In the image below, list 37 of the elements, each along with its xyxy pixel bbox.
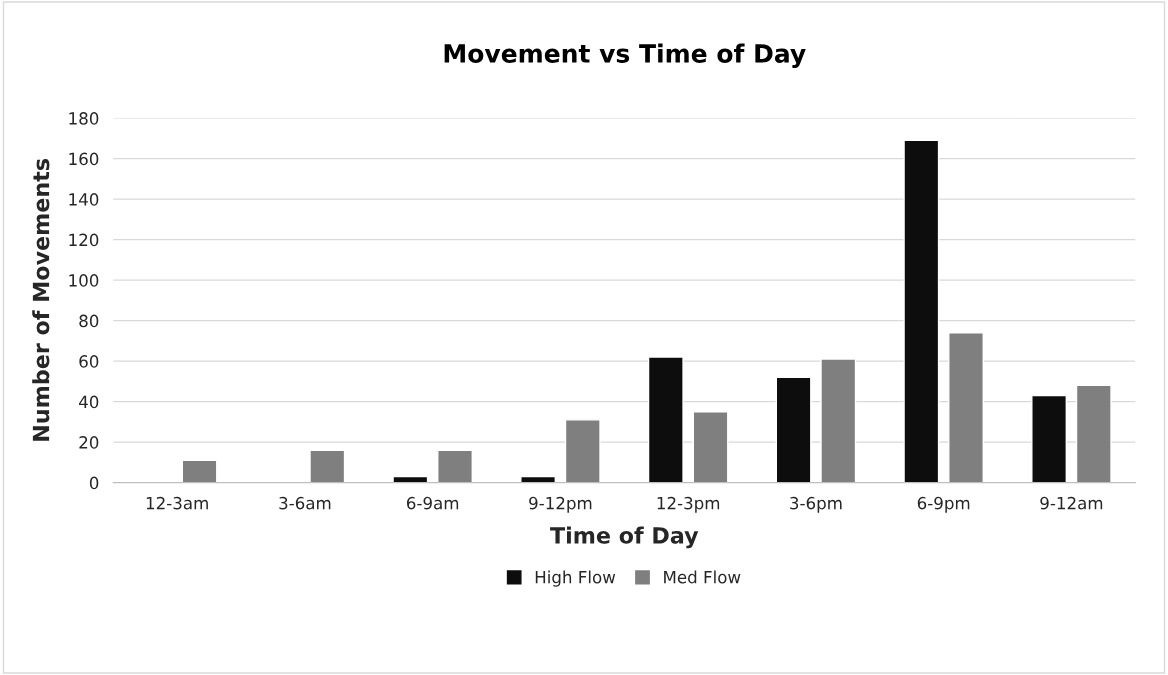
x-tick-label: 12-3am (146, 496, 208, 510)
x-axis-title: Time of Day (550, 526, 699, 549)
legend-label: High Flow (535, 570, 616, 587)
bar (437, 449, 473, 483)
x-tick-label: 6-9pm (917, 496, 970, 513)
y-tick-label: 20 (79, 436, 99, 449)
y-tick-label: 60 (79, 355, 99, 368)
x-tick-label: 9-12pm (529, 496, 592, 513)
bar (948, 332, 984, 483)
x-tick-label: 3-6am (279, 496, 331, 510)
y-tick-label: 180 (69, 112, 99, 125)
bar (820, 358, 857, 483)
y-tick-label: 140 (69, 193, 99, 206)
bar (1075, 384, 1112, 483)
bar (692, 411, 729, 483)
bar (903, 139, 940, 483)
bar (775, 376, 812, 483)
y-tick-label: 100 (69, 274, 99, 287)
bar (1031, 394, 1068, 483)
y-axis-title: Number of Movements (32, 159, 50, 441)
x-tick-label: 6-9am (407, 496, 459, 510)
bar (647, 356, 684, 483)
y-tick-label: 40 (79, 395, 99, 409)
legend-label: Med Flow (664, 570, 741, 584)
y-tick-label: 160 (69, 152, 99, 166)
chart-title: Movement vs Time of Day (444, 43, 806, 68)
x-tick-label: 12-3pm (657, 496, 720, 513)
bar (181, 459, 218, 483)
bar (520, 475, 557, 483)
y-tick-label: 0 (89, 476, 99, 490)
y-tick-label: 120 (69, 233, 99, 247)
bar (564, 419, 601, 483)
y-tick-label: 80 (79, 314, 99, 328)
x-tick-label: 3-6pm (790, 496, 842, 513)
x-tick-label: 9-12am (1040, 496, 1103, 510)
bar (309, 449, 346, 483)
bar (392, 475, 429, 483)
